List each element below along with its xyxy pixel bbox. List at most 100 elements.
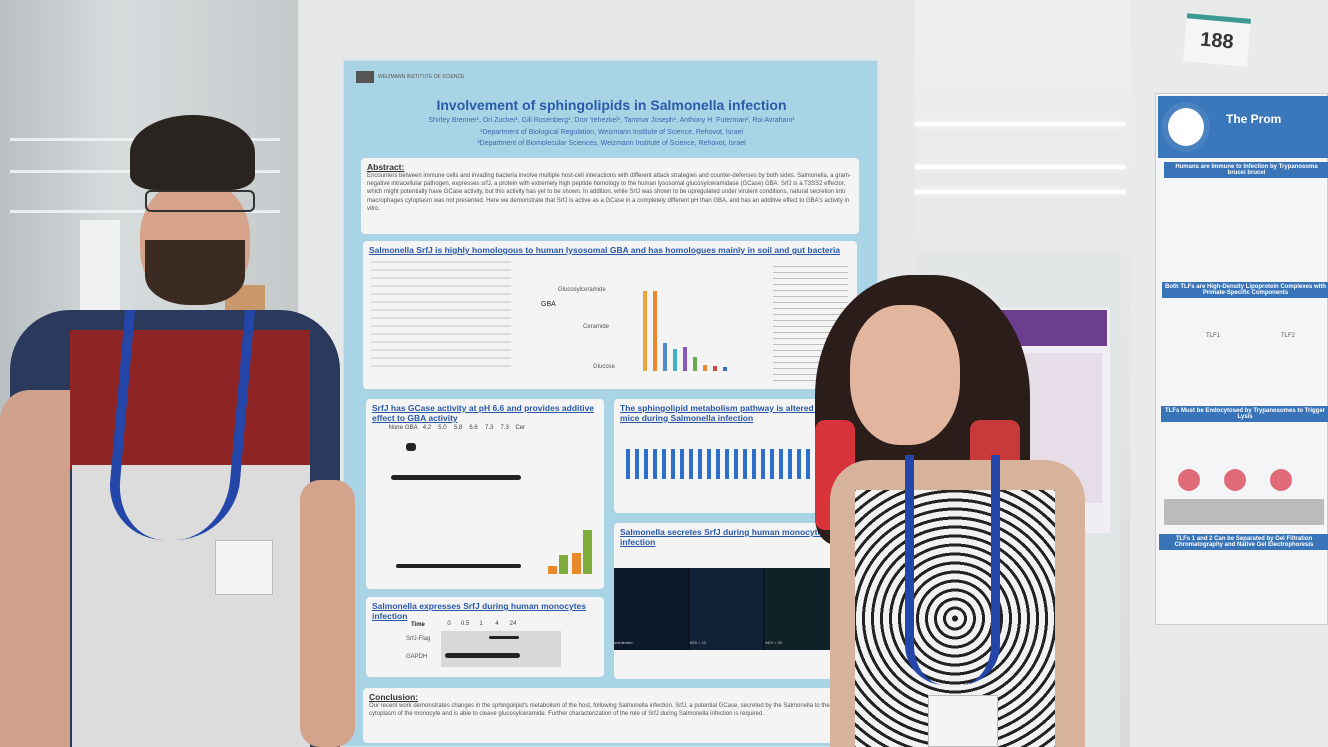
western-blot: [441, 631, 561, 667]
time-point: 0.5: [460, 621, 470, 627]
beard: [145, 240, 245, 305]
lane-label: GBA: [405, 425, 418, 431]
neighbor-poster: The Prom Humans are Immune to Infection …: [1155, 93, 1328, 625]
bar: [663, 343, 667, 371]
lane-label: 5.0: [438, 425, 447, 431]
section-header: Humans are Immune to Infection by Trypan…: [1164, 162, 1328, 178]
section-expression: Salmonella expresses SrfJ during human m…: [366, 597, 604, 677]
bar: [653, 291, 657, 371]
conclusion-text: Our recent work demonstrates changes in …: [369, 703, 830, 718]
bar: [693, 357, 697, 371]
bar: [583, 530, 592, 574]
bar: [548, 566, 557, 574]
ceiling-light: [915, 122, 1125, 126]
microscopy-images: uninfected MOI = 10 MOI = 25: [614, 568, 839, 650]
blot-band: [489, 636, 519, 639]
label: GBA: [541, 301, 556, 308]
man: [0, 0, 360, 747]
time-point: 24: [509, 621, 517, 627]
label: Glucosylceramide: [558, 287, 606, 293]
shirt-red-band: [70, 330, 310, 470]
affiliation: ²Department of Biomolecular Sciences, We…: [477, 140, 746, 147]
hair: [130, 115, 255, 190]
tlc-blot: [386, 529, 526, 579]
lanyard: [905, 455, 1000, 685]
lane-label: 6.6: [469, 425, 478, 431]
lane-label: 5.8: [453, 425, 463, 431]
bar: [723, 367, 727, 371]
lane-label: None: [388, 425, 403, 431]
section-sphingolipid-pathway: The sphingolipid metabolism pathway is a…: [614, 399, 839, 513]
institute-logo: [356, 71, 374, 83]
blot-band: [396, 564, 521, 568]
lane-label: 7.3: [484, 425, 494, 431]
bar: [559, 555, 568, 574]
label: TLF1: [1206, 333, 1221, 339]
section-title: The sphingolipid metabolism pathway is a…: [620, 403, 824, 423]
name-badge: [928, 695, 998, 747]
activity-bar-chart: [546, 519, 596, 574]
cell-illustration: [1178, 469, 1200, 491]
poster-title: Involvement of sphingolipids in Salmonel…: [436, 97, 787, 113]
main-poster: WEIZMANN INSTITUTE OF SCIENCE Involvemen…: [343, 60, 878, 747]
section-secretion: Salmonella secretes SrfJ during human mo…: [614, 523, 839, 679]
poster-title: The Prom: [1226, 112, 1282, 126]
institute-name: WEIZMANN INSTITUTE OF SCIENCE: [378, 74, 465, 80]
blot-band: [406, 443, 416, 451]
time-point: 1: [479, 621, 483, 627]
label: Ceramide: [583, 324, 610, 330]
ceiling-light: [915, 165, 1125, 169]
bar: [713, 366, 717, 371]
affiliation: ¹Department of Biological Regulation, We…: [480, 129, 743, 136]
bar: [683, 347, 687, 371]
row-label: GAPDH: [406, 654, 428, 660]
sequence-alignment: [371, 261, 511, 371]
time-label: Time: [411, 622, 425, 628]
homolog-bar-chart: [638, 286, 768, 371]
lane-label: 7.3: [500, 425, 509, 431]
label: Glucose: [593, 364, 616, 370]
micrograph: [1164, 499, 1324, 525]
section-header: TLFs 1 and 2 Can be Separated by Gel Fil…: [1159, 534, 1328, 550]
abstract-text: Encounters between immune cells and inva…: [367, 173, 851, 212]
section-title: Salmonella secretes SrfJ during human mo…: [620, 527, 827, 547]
section-title: Salmonella expresses SrfJ during human m…: [372, 601, 586, 621]
shirt-grey-band: [72, 465, 310, 747]
row-label: SrfJ-Flag: [406, 636, 431, 642]
bar: [572, 553, 581, 574]
conclusion-box: Conclusion: Our recent work demonstrates…: [363, 688, 841, 743]
section-title: SrfJ has GCase activity at pH 6.6 and pr…: [372, 403, 595, 423]
blot-band: [445, 653, 520, 658]
arm: [300, 480, 355, 747]
section-homology: Salmonella SrfJ is highly homologous to …: [363, 241, 857, 389]
face: [850, 305, 960, 445]
woman: [810, 0, 1110, 747]
fold-change-bar-chart: [626, 449, 831, 479]
bar: [673, 349, 677, 371]
ceiling-light: [915, 190, 1125, 194]
authors: Shirley Brenner¹, Ori Zucker¹, Gili Rose…: [428, 117, 795, 124]
glasses: [145, 190, 255, 212]
lane-label: Cer: [515, 425, 526, 431]
time-point: 0: [447, 621, 451, 627]
abstract-box: Abstract: Encounters between immune cell…: [361, 158, 859, 234]
time-points: 0 0.5 1 4 24: [441, 621, 521, 627]
conclusion-heading: Conclusion:: [369, 692, 419, 702]
bar: [643, 291, 647, 371]
tlc-blot: [386, 435, 526, 517]
lane-label: 4.2: [422, 425, 432, 431]
lane-labels: None GBA 4.2 5.0 5.8 6.6 7.3 7.3 Cer: [388, 425, 528, 431]
microscopy-panel: MOI = 25: [765, 568, 839, 650]
microscopy-panel: uninfected: [614, 568, 688, 650]
blot-band: [391, 475, 521, 480]
section-header: Both TLFs are High-Density Lipoprotein C…: [1162, 282, 1328, 298]
time-point: 4: [495, 621, 499, 627]
arm: [0, 390, 70, 747]
section-title: Salmonella SrfJ is highly homologous to …: [369, 245, 841, 255]
section-gcase-activity: SrfJ has GCase activity at pH 6.6 and pr…: [366, 399, 604, 589]
abstract-heading: Abstract:: [367, 162, 405, 172]
cell-illustration: [1224, 469, 1246, 491]
microscopy-panel: MOI = 10: [689, 568, 764, 650]
label: TLF2: [1281, 333, 1296, 339]
cell-illustration: [1270, 469, 1292, 491]
